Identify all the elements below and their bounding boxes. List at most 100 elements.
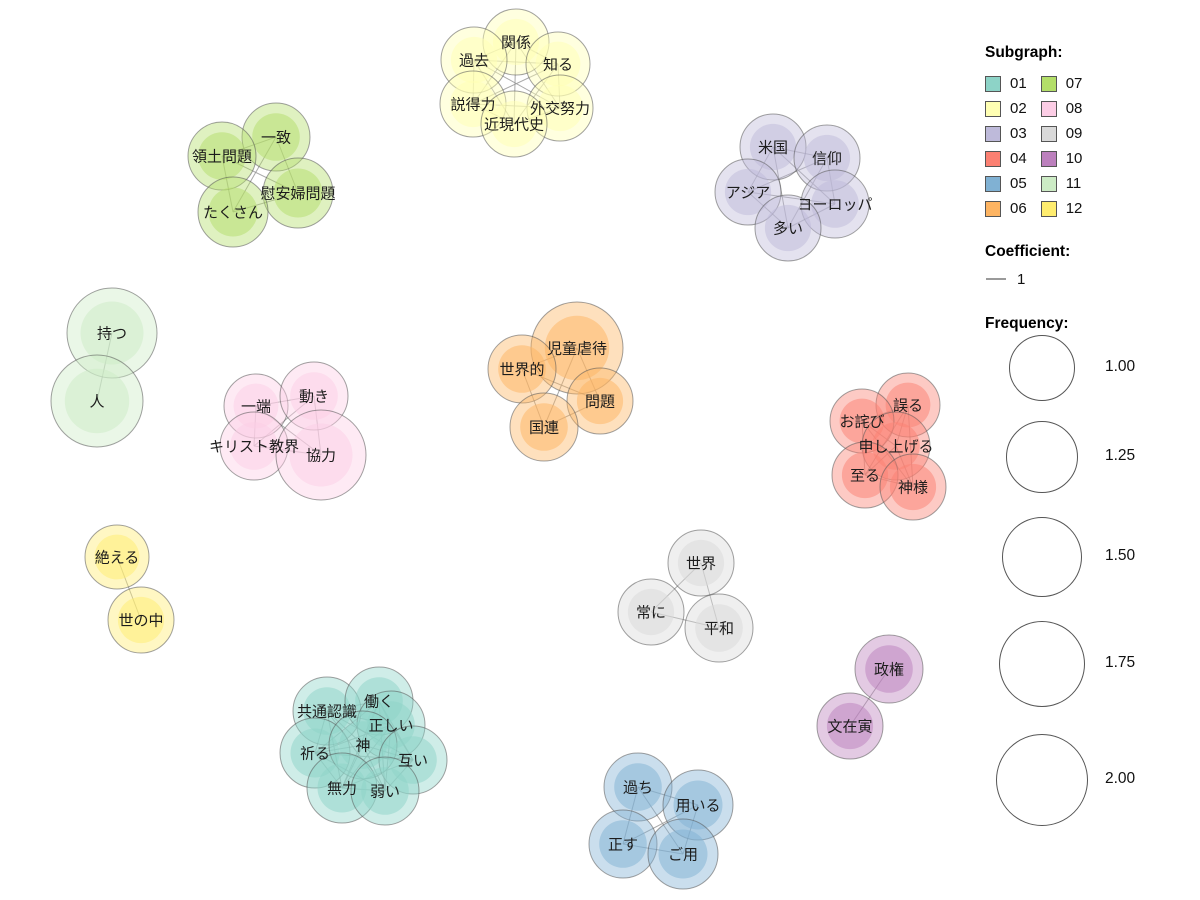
network-node-core bbox=[64, 368, 130, 434]
network-node-core bbox=[80, 301, 144, 365]
subgraph-legend-label: 03 bbox=[1010, 125, 1027, 142]
subgraph-color-swatch bbox=[985, 125, 1001, 142]
network-node-core bbox=[273, 168, 323, 218]
node-label: 至る bbox=[850, 467, 880, 484]
network-node-core bbox=[841, 451, 889, 499]
network-node-core bbox=[290, 728, 340, 778]
network-node-core bbox=[290, 372, 338, 420]
network-node-core bbox=[599, 820, 647, 868]
subgraph-legend-item-06: 06 bbox=[985, 196, 1027, 221]
node-label: アジア bbox=[726, 184, 770, 201]
subgraph-legend-item-09: 09 bbox=[1040, 121, 1083, 146]
frequency-value-label: 1.75 bbox=[1105, 654, 1136, 671]
network-node-core bbox=[450, 36, 498, 84]
subgraph-legend-grid: 01 02 03 04 05 06 07 08 09 10 11 12 bbox=[985, 71, 1082, 221]
subgraph-legend-item-12: 12 bbox=[1040, 196, 1083, 221]
subgraph-legend-item-08: 08 bbox=[1040, 96, 1083, 121]
subgraph-legend-item-02: 02 bbox=[985, 96, 1027, 121]
network-node-core bbox=[303, 687, 351, 735]
frequency-legend-list: 1.00 1.25 1.50 1.75 2.00 bbox=[983, 325, 1198, 855]
subgraph-color-swatch bbox=[1040, 175, 1057, 192]
node-label: 問題 bbox=[585, 393, 615, 410]
network-node-core bbox=[198, 132, 246, 180]
network-node-core bbox=[811, 180, 859, 228]
subgraph-legend-label: 10 bbox=[1065, 150, 1083, 167]
node-label: 平和 bbox=[704, 620, 734, 637]
node-label: 文在寅 bbox=[827, 718, 872, 735]
node-label: 用いる bbox=[675, 797, 720, 814]
node-label: 常に bbox=[636, 604, 666, 621]
network-node-core bbox=[695, 604, 743, 652]
node-label: 米国 bbox=[758, 139, 788, 156]
subgraph-legend-item-10: 10 bbox=[1040, 146, 1083, 171]
node-label: 児童虐待 bbox=[547, 339, 607, 357]
network-node-core bbox=[677, 539, 725, 587]
subgraph-legend-title: Subgraph: bbox=[985, 44, 1063, 61]
subgraph-legend-label: 09 bbox=[1065, 125, 1083, 142]
subgraph-legend-item-01: 01 bbox=[985, 71, 1027, 96]
subgraph-color-swatch bbox=[1040, 200, 1057, 217]
node-label: 慰安婦問題 bbox=[260, 184, 335, 202]
node-label: 過去 bbox=[459, 52, 489, 69]
node-label: お詫び bbox=[839, 413, 884, 430]
subgraph-legend-item-04: 04 bbox=[985, 146, 1027, 171]
network-node-core bbox=[839, 398, 885, 444]
node-label: 多い bbox=[773, 220, 803, 237]
node-label: 領土問題 bbox=[192, 148, 252, 165]
subgraph-legend-item-05: 05 bbox=[985, 171, 1027, 196]
node-label: 政権 bbox=[874, 661, 904, 678]
network-node-core bbox=[872, 422, 920, 470]
network-node-core bbox=[535, 41, 581, 87]
subgraph-legend-label: 12 bbox=[1065, 200, 1083, 217]
frequency-value-label: 2.00 bbox=[1105, 770, 1136, 787]
network-node-core bbox=[826, 702, 874, 750]
node-label: 神様 bbox=[898, 479, 928, 496]
node-label: 正す bbox=[608, 836, 638, 853]
subgraph-legend-label: 08 bbox=[1065, 100, 1083, 117]
network-node-core bbox=[614, 763, 662, 811]
node-label: 無力 bbox=[327, 780, 357, 797]
subgraph-color-swatch bbox=[985, 175, 1001, 192]
node-label: 互い bbox=[398, 752, 428, 769]
node-label: 働く bbox=[364, 693, 394, 710]
frequency-size-circle bbox=[1009, 335, 1075, 401]
node-label: 持つ bbox=[97, 325, 127, 342]
subgraph-color-swatch bbox=[985, 200, 1001, 217]
node-label: 動き bbox=[299, 388, 329, 405]
frequency-legend-title: Frequency: bbox=[985, 315, 1069, 332]
subgraph-legend-label: 06 bbox=[1010, 200, 1027, 217]
network-node-core bbox=[764, 204, 812, 252]
coefficient-legend-row: 1 bbox=[986, 270, 1198, 288]
network-node-core bbox=[498, 345, 546, 393]
node-label: 過ち bbox=[623, 779, 653, 796]
node-label: 世界的 bbox=[499, 361, 544, 378]
node-label: 近現代史 bbox=[484, 116, 544, 133]
network-node-core bbox=[449, 80, 497, 128]
node-label: 知る bbox=[543, 56, 573, 73]
node-label: 一致 bbox=[261, 129, 291, 146]
subgraph-legend-label: 02 bbox=[1010, 100, 1027, 117]
subgraph-color-swatch bbox=[1040, 125, 1057, 142]
coefficient-line-sample bbox=[986, 278, 1006, 280]
network-node-core bbox=[389, 736, 437, 784]
coefficient-value: 1 bbox=[1017, 270, 1026, 288]
node-label: 弱い bbox=[370, 783, 400, 800]
node-label: ご用 bbox=[668, 846, 698, 863]
network-node-core bbox=[361, 767, 409, 815]
frequency-size-circle bbox=[1002, 517, 1082, 597]
network-node-core bbox=[885, 382, 931, 428]
node-label: 正しい bbox=[368, 717, 413, 734]
coefficient-legend-title: Coefficient: bbox=[985, 243, 1071, 260]
subgraph-color-swatch bbox=[985, 150, 1001, 167]
frequency-value-label: 1.25 bbox=[1105, 447, 1136, 464]
subgraph-cluster-11: 持つ人 bbox=[50, 287, 158, 448]
network-node-core bbox=[117, 596, 165, 644]
network-node-core bbox=[208, 187, 258, 237]
node-label: ヨーロッパ bbox=[797, 196, 872, 213]
node-label: 共通認識 bbox=[297, 703, 357, 720]
